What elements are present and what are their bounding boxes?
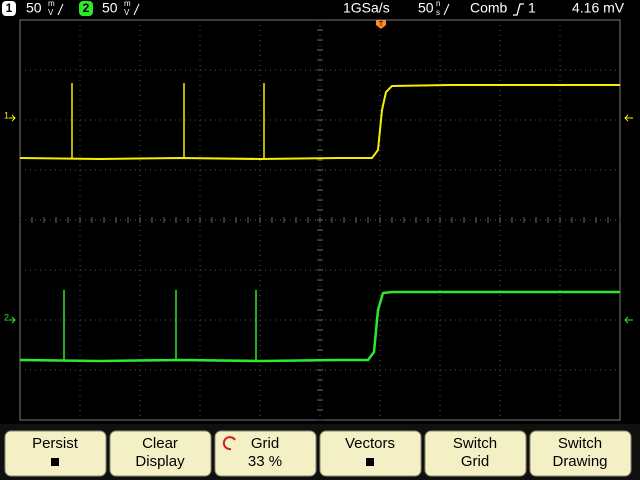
ch2-slash [133, 3, 140, 16]
softkey-face[interactable] [4, 430, 107, 477]
ch1-badge [2, 1, 16, 16]
ch1-left-arrow [9, 114, 16, 122]
trigger-slope-icon [513, 3, 524, 16]
knob-icon[interactable] [222, 436, 236, 451]
timebase-scale: 50 [418, 0, 434, 16]
ch1-slash [57, 3, 64, 16]
ch2-trace [19, 290, 620, 363]
trigger-source: 1 [528, 0, 536, 16]
sample-rate: 1GSa/s [343, 0, 390, 16]
ch1-scale: 50 [26, 0, 42, 16]
ch2-left-arrow [9, 316, 16, 324]
timebase-slash [443, 3, 450, 16]
timebase-unit-top: n [436, 0, 440, 8]
status-bar: 1 50 m V 2 50 m V 1GSa/s 50 n s Comb 1 4… [2, 0, 625, 17]
softkey[interactable]: Persist [4, 430, 107, 477]
softkey-face[interactable] [109, 430, 212, 477]
softkey-face[interactable] [319, 430, 422, 477]
ch1-waveform [19, 84, 620, 161]
softkey-label[interactable]: Switch [558, 435, 602, 452]
trigger-mode: Comb [470, 0, 508, 16]
softkey-label[interactable]: Drawing [552, 453, 607, 470]
ch2-badge [79, 1, 93, 16]
ch1-unit-bottom: V [48, 8, 54, 17]
ch1-marker: 1 [4, 110, 9, 120]
softkey-label[interactable]: Clear [142, 435, 178, 452]
ch1-trace [19, 83, 620, 161]
ch2-waveform [19, 290, 620, 363]
ch2-number: 2 [83, 1, 90, 15]
softkey-label[interactable]: Vectors [345, 435, 395, 452]
graticule [19, 19, 621, 421]
ch2-unit-top: m [124, 0, 131, 8]
softkey-face[interactable] [424, 430, 527, 477]
ch2-marker: 2 [4, 312, 9, 322]
softkey-label[interactable]: Grid [251, 435, 279, 452]
softkey-face[interactable] [529, 430, 632, 477]
softkey-label[interactable]: Display [135, 453, 185, 470]
softkey-label[interactable]: Switch [453, 435, 497, 452]
ch1-unit-top: m [48, 0, 55, 8]
trigger-level: 4.16 mV [572, 0, 625, 16]
ch2-unit-bottom: V [124, 8, 130, 17]
softkey-label[interactable]: Grid [461, 453, 489, 470]
ch2-right-arrow [624, 316, 633, 324]
trigger-marker [376, 20, 386, 29]
softkey-label[interactable]: Persist [32, 435, 79, 452]
ch1-right-arrow [624, 114, 633, 122]
softkey-indicator[interactable] [51, 458, 59, 466]
softkey-face[interactable] [214, 430, 317, 477]
trigger-marker-label: T [379, 21, 384, 28]
ch2-scale: 50 [102, 0, 118, 16]
softkey-indicator[interactable] [366, 458, 374, 466]
ch1-number: 1 [6, 1, 13, 15]
softkey-label[interactable]: 33 % [248, 453, 282, 470]
timebase-unit-bottom: s [436, 8, 440, 17]
softkey[interactable]: Vectors [319, 430, 422, 477]
